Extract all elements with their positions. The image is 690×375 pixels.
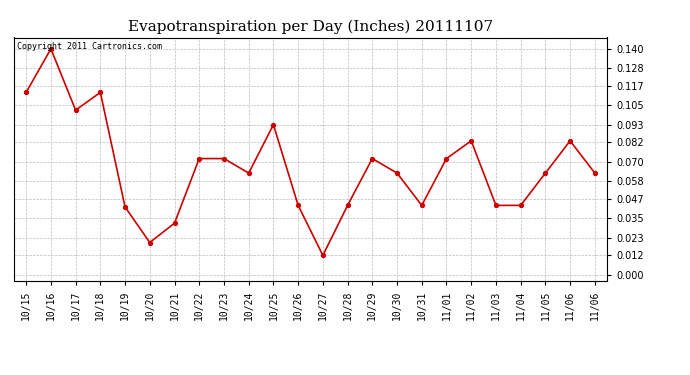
Text: Copyright 2011 Cartronics.com: Copyright 2011 Cartronics.com (17, 42, 161, 51)
Title: Evapotranspiration per Day (Inches) 20111107: Evapotranspiration per Day (Inches) 2011… (128, 19, 493, 33)
